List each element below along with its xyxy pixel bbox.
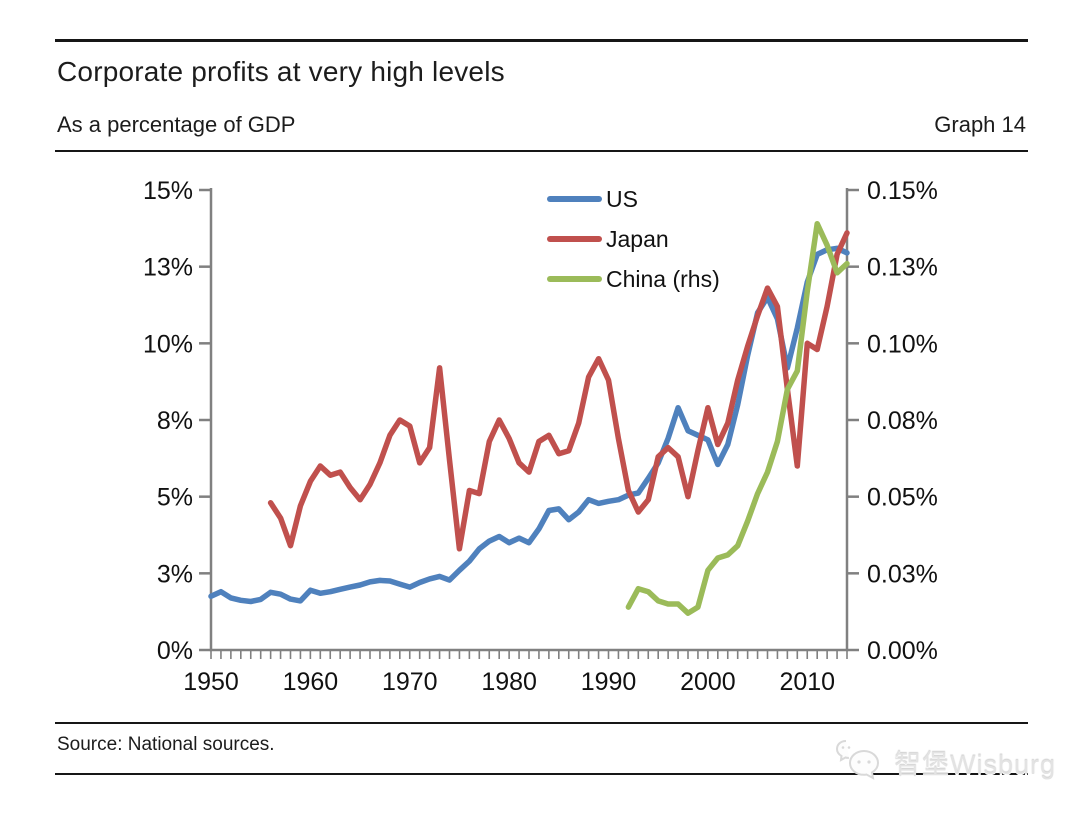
graph-number-label: Graph 14 bbox=[934, 112, 1026, 137]
us-line-swatch-icon bbox=[547, 196, 602, 202]
watermark-text: 智堡Wisburg bbox=[894, 749, 1057, 780]
svg-text:2010: 2010 bbox=[779, 668, 835, 696]
china-line-swatch-icon bbox=[547, 276, 602, 282]
svg-text:1960: 1960 bbox=[283, 668, 339, 696]
svg-text:15%: 15% bbox=[143, 177, 193, 205]
japan-line-swatch-icon bbox=[547, 236, 602, 242]
svg-text:0.10%: 0.10% bbox=[867, 330, 938, 358]
chart-subtitle: As a percentage of GDP bbox=[57, 112, 296, 137]
page-title: Corporate profits at very high levels bbox=[57, 56, 505, 87]
legend-label-china: China (rhs) bbox=[606, 265, 720, 292]
legend-item-us: US bbox=[547, 179, 720, 219]
footer-divider-rule bbox=[55, 722, 1028, 724]
svg-text:1950: 1950 bbox=[183, 668, 239, 696]
legend-label-us: US bbox=[606, 185, 638, 212]
svg-text:0.03%: 0.03% bbox=[867, 560, 938, 588]
svg-text:10%: 10% bbox=[143, 330, 193, 358]
legend-item-china: China (rhs) bbox=[547, 259, 720, 299]
legend-label-japan: Japan bbox=[606, 225, 669, 252]
legend-item-japan: Japan bbox=[547, 219, 720, 259]
subtitle-row: As a percentage of GDP Graph 14 bbox=[57, 112, 1026, 138]
header-divider-rule bbox=[55, 150, 1028, 152]
source-note: Source: National sources. bbox=[57, 734, 275, 755]
watermark: 智堡Wisburg bbox=[836, 737, 1056, 787]
svg-text:8%: 8% bbox=[157, 407, 193, 435]
svg-text:0.15%: 0.15% bbox=[867, 177, 938, 205]
svg-text:0%: 0% bbox=[157, 637, 193, 665]
svg-text:5%: 5% bbox=[157, 484, 193, 512]
svg-text:1990: 1990 bbox=[581, 668, 637, 696]
svg-text:0.08%: 0.08% bbox=[867, 407, 938, 435]
svg-text:1970: 1970 bbox=[382, 668, 438, 696]
svg-text:2000: 2000 bbox=[680, 668, 736, 696]
wechat-bubbles-icon bbox=[836, 740, 880, 780]
svg-text:0.13%: 0.13% bbox=[867, 254, 938, 282]
svg-text:1980: 1980 bbox=[481, 668, 537, 696]
top-rule bbox=[55, 39, 1028, 42]
svg-text:0.05%: 0.05% bbox=[867, 484, 938, 512]
chart-legend: US Japan China (rhs) bbox=[547, 179, 720, 299]
svg-text:0.00%: 0.00% bbox=[867, 637, 938, 665]
svg-text:3%: 3% bbox=[157, 560, 193, 588]
svg-text:13%: 13% bbox=[143, 254, 193, 282]
bottom-rule bbox=[55, 773, 1028, 775]
